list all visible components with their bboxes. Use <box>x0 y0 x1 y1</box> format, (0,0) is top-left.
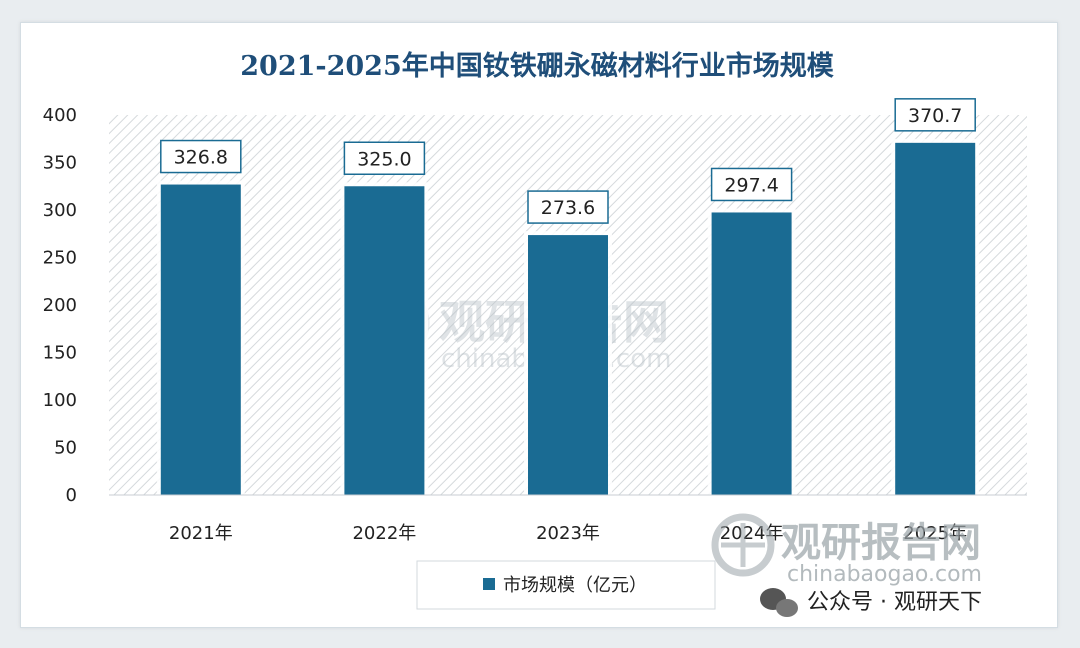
y-tick-label: 100 <box>43 390 77 411</box>
data-label: 370.7 <box>908 105 962 127</box>
data-label-box <box>527 190 609 224</box>
data-labels-group: 326.8 325.0 273.6 297.4 370.7 <box>160 98 976 224</box>
bars-group <box>156 138 980 496</box>
data-label-box <box>343 141 426 175</box>
y-tick-label: 150 <box>43 343 77 364</box>
chart-title: 2021-2025年中国钕铁硼永磁材料行业市场规模 <box>240 50 834 82</box>
data-label: 273.6 <box>541 197 595 219</box>
data-label: 297.4 <box>724 174 778 196</box>
legend-label: 市场规模（亿元） <box>503 575 647 596</box>
bar <box>895 142 976 495</box>
data-label: 326.8 <box>174 147 228 169</box>
y-tick-label: 250 <box>43 248 77 269</box>
y-axis: 0 50 100 150 200 250 300 350 400 <box>43 105 77 506</box>
legend: 市场规模（亿元） <box>416 560 716 610</box>
x-tick-label: 2022年 <box>352 523 416 544</box>
x-tick-label: 2021年 <box>169 523 233 544</box>
bar <box>344 186 425 495</box>
x-tick-label: 2025年 <box>903 523 967 544</box>
y-tick-label: 0 <box>66 485 77 506</box>
bar <box>711 212 792 495</box>
data-label-box <box>894 98 976 132</box>
y-tick-label: 300 <box>43 200 77 221</box>
y-tick-label: 200 <box>43 295 77 316</box>
watermark-corner: 观研报告网 chinabaogao.com <box>711 513 982 587</box>
data-label-box <box>160 139 242 174</box>
legend-swatch <box>483 578 495 590</box>
watermark-corner-brand: 观研报告网 <box>781 520 981 566</box>
chart-svg: 2021-2025年中国钕铁硼永磁材料行业市场规模 观研报告网 chinabao… <box>43 50 1027 617</box>
data-label-box <box>710 167 793 202</box>
bar <box>528 235 608 495</box>
chart-frame: 2021-2025年中国钕铁硼永磁材料行业市场规模 观研报告网 chinabao… <box>20 22 1058 628</box>
wechat-icon <box>760 588 798 617</box>
legend-box <box>416 560 716 610</box>
logo-mark-icon <box>711 513 775 577</box>
wechat-text: 公众号 · 观研天下 <box>807 590 982 615</box>
y-tick-label: 50 <box>54 438 77 459</box>
wechat-attribution: 公众号 · 观研天下 <box>760 588 982 617</box>
bar <box>160 184 241 496</box>
watermark-corner-url: chinabaogao.com <box>787 562 982 587</box>
y-tick-label: 400 <box>43 105 77 126</box>
x-tick-label: 2023年 <box>536 523 600 544</box>
y-tick-label: 350 <box>43 153 77 174</box>
data-label: 325.0 <box>357 148 411 170</box>
